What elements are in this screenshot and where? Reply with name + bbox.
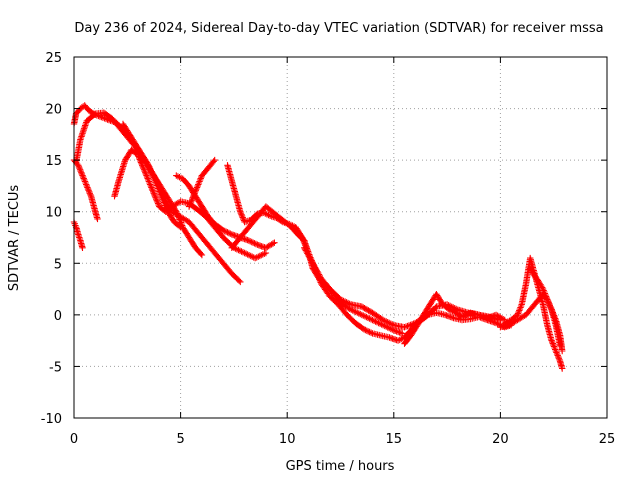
x-tick-label: 10 <box>279 432 296 447</box>
x-tick-label: 15 <box>386 432 403 447</box>
series-layer <box>70 102 566 372</box>
data-series-track-6 <box>119 120 184 231</box>
data-series-track-1 <box>70 218 86 251</box>
y-tick-label: 0 <box>54 309 62 324</box>
y-tick-label: 20 <box>45 103 62 118</box>
data-series-track-16 <box>228 203 308 251</box>
data-series-track-9 <box>224 162 406 337</box>
y-tick-label: -10 <box>41 412 62 427</box>
chart-title: Day 236 of 2024, Sidereal Day-to-day VTE… <box>74 21 603 36</box>
x-tick-label: 0 <box>70 432 78 447</box>
y-axis-label: SDTVAR / TECUs <box>7 185 22 292</box>
data-series-track-12 <box>401 291 508 347</box>
data-series-track-5 <box>111 146 270 262</box>
data-series-track-15 <box>527 265 566 355</box>
data-series-track-8 <box>185 156 218 210</box>
data-series-track-2 <box>70 156 101 223</box>
y-tick-label: 10 <box>45 206 62 221</box>
y-tick-label: 25 <box>45 51 62 66</box>
data-series-track-3 <box>70 102 244 286</box>
x-tick-label: 5 <box>176 432 184 447</box>
y-tick-label: 15 <box>45 154 62 169</box>
ticks: 0 5 10 15 20 25 -10 -5 0 5 10 15 20 25 <box>41 51 616 447</box>
data-series-track-13 <box>501 254 566 372</box>
x-tick-label: 25 <box>599 432 616 447</box>
x-tick-label: 20 <box>492 432 509 447</box>
plot-frame <box>73 56 608 419</box>
grid <box>74 57 607 418</box>
y-tick-label: 5 <box>54 257 62 272</box>
y-tick-label: -5 <box>49 360 62 375</box>
x-axis-label: GPS time / hours <box>286 459 395 474</box>
